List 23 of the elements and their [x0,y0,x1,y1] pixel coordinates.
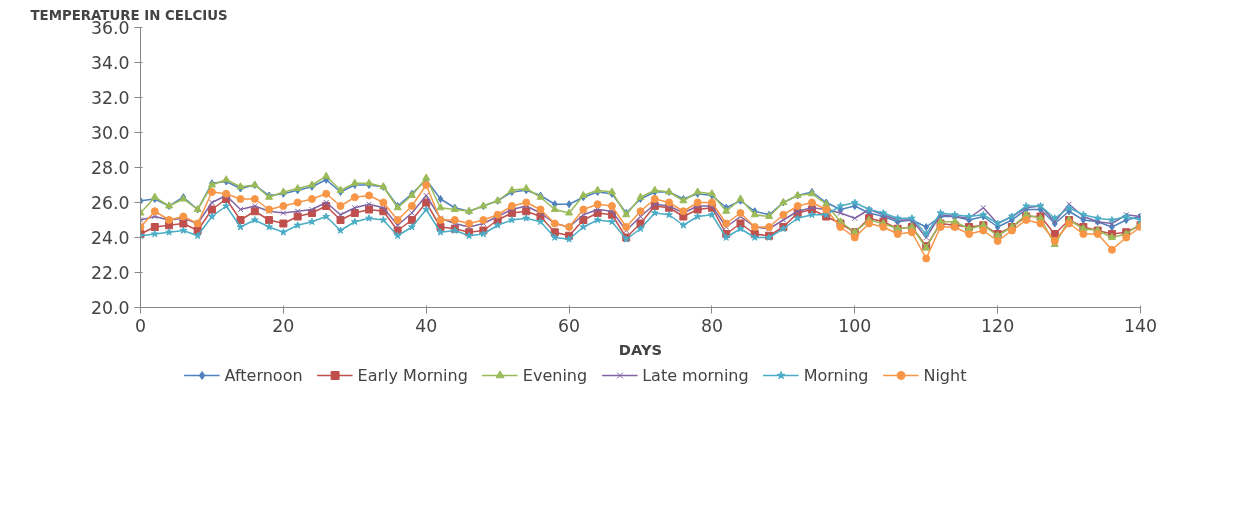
legend-label: Night [923,365,967,385]
x-tick-label: 60 [558,315,581,336]
x-tick-label: 80 [700,315,723,336]
x-tick-label: 40 [415,315,438,336]
y-tick-label: 24.0 [90,228,130,248]
legend-label: Late morning [642,365,749,385]
x-tick-label: 100 [838,315,872,336]
y-tick-label: 32.0 [90,88,130,108]
y-tick-label: 22.0 [90,263,130,283]
legend-label: Morning [803,365,869,385]
legend-label: Evening [522,365,588,385]
y-tick-label: 28.0 [90,158,130,178]
y-tick-label: 20.0 [90,298,130,318]
x-tick-label: 140 [1123,315,1158,336]
legend-label: Early Morning [357,365,468,385]
x-tick-label: 120 [981,315,1015,336]
y-tick-label: 26.0 [90,193,130,213]
y-tick-label: 34.0 [90,53,130,73]
x-axis-title: DAYS [618,340,663,358]
y-tick-label: 30.0 [90,123,130,143]
legend-label: Afternoon [224,365,303,385]
x-tick-label: 0 [134,315,147,336]
x-tick-label: 20 [272,315,295,336]
